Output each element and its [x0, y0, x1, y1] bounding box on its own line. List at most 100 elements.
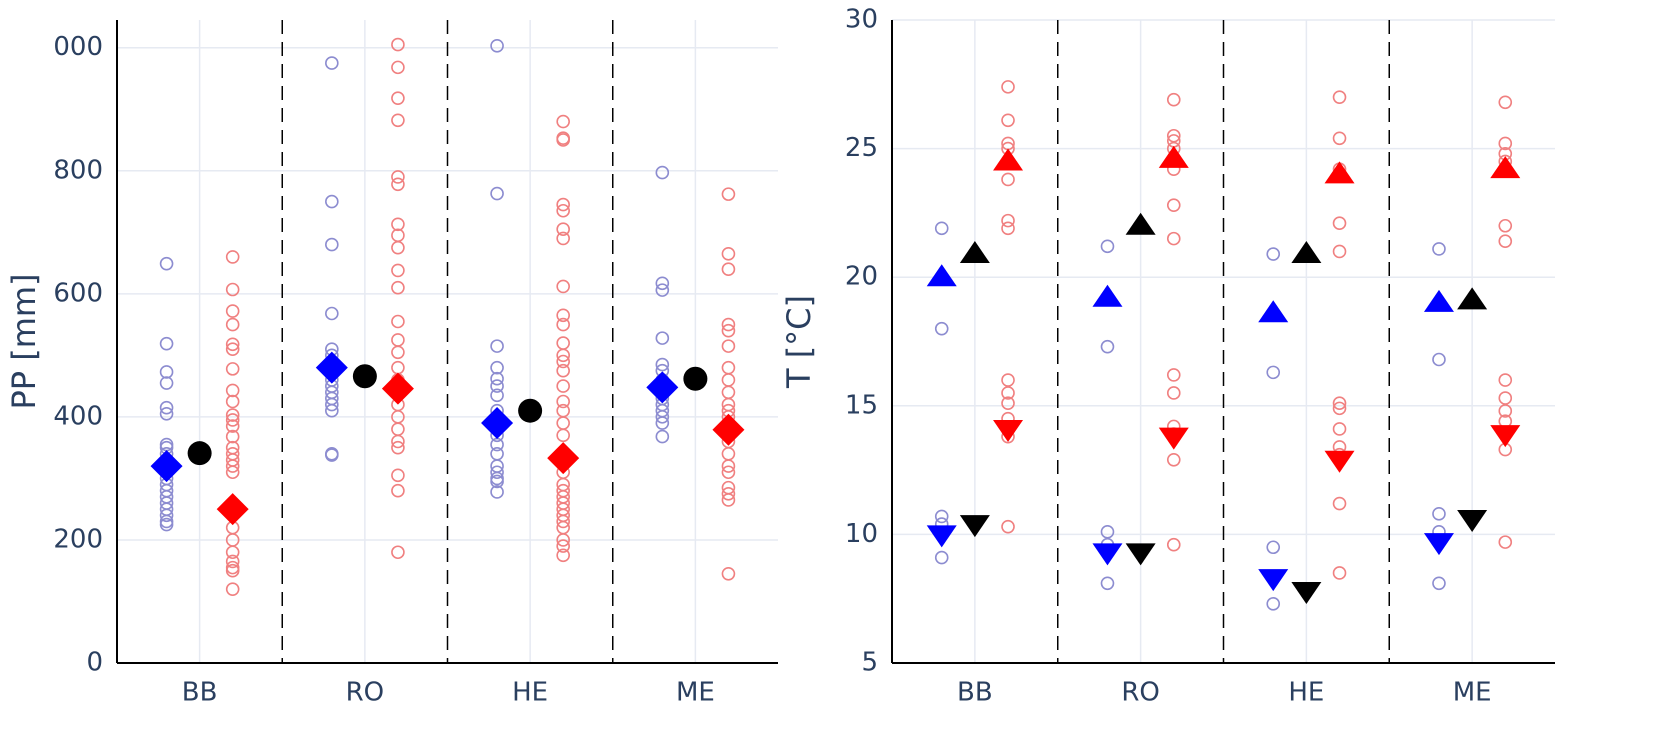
point	[391, 113, 405, 128]
point	[225, 250, 240, 264]
point	[159, 406, 174, 421]
point	[159, 508, 174, 523]
point	[556, 114, 570, 129]
y-tick-label: 15	[845, 390, 878, 420]
x-tick-label: HE	[512, 678, 548, 708]
point	[391, 60, 405, 75]
point	[325, 56, 339, 70]
point	[391, 422, 405, 436]
point	[391, 177, 405, 192]
point	[225, 337, 240, 352]
point	[1332, 401, 1347, 416]
point	[655, 357, 670, 372]
point	[934, 221, 949, 236]
point	[721, 187, 736, 201]
point	[959, 241, 990, 264]
point	[721, 373, 736, 387]
y-tick-label: 5	[861, 648, 878, 678]
point	[1001, 373, 1015, 387]
point	[159, 256, 174, 271]
point	[655, 416, 670, 430]
point	[556, 133, 570, 147]
point	[1332, 244, 1347, 259]
point	[159, 365, 174, 379]
point	[325, 237, 339, 252]
point	[1092, 543, 1123, 566]
point	[490, 465, 504, 480]
point	[225, 419, 240, 433]
point	[391, 91, 405, 105]
point	[391, 483, 405, 498]
y-tick-label: 000	[53, 32, 103, 62]
point	[556, 317, 570, 332]
point	[1423, 289, 1454, 312]
point	[1498, 404, 1513, 418]
point	[1001, 519, 1015, 534]
point	[490, 360, 504, 375]
point	[1266, 597, 1281, 611]
point	[926, 525, 957, 548]
point	[655, 165, 670, 180]
point	[556, 514, 570, 529]
x-tick-label: BB	[182, 678, 218, 708]
point	[391, 360, 405, 375]
point	[1166, 198, 1181, 212]
point	[1001, 172, 1015, 187]
point	[159, 336, 174, 351]
point	[159, 376, 174, 390]
point	[655, 276, 670, 291]
point	[1166, 231, 1181, 246]
point	[225, 554, 240, 569]
y-tick-label: 400	[53, 401, 103, 431]
point	[712, 413, 745, 446]
y-tick-label: 600	[53, 278, 103, 308]
point	[391, 345, 405, 360]
point	[490, 388, 504, 403]
point	[1100, 239, 1115, 254]
point	[547, 442, 580, 475]
y-tick-label: 0	[86, 648, 103, 678]
point	[225, 317, 240, 332]
y-tick-label: 25	[845, 133, 878, 163]
point	[1498, 95, 1513, 110]
point	[490, 339, 504, 353]
point	[391, 545, 405, 560]
point	[1291, 241, 1322, 264]
x-tick-label: ME	[676, 678, 715, 708]
point	[225, 362, 240, 376]
point	[1332, 131, 1347, 146]
point	[1498, 218, 1513, 233]
point	[225, 459, 240, 473]
point	[721, 247, 736, 261]
point	[518, 398, 543, 423]
point	[1266, 540, 1281, 555]
y-axis-title: PP [mm]	[5, 273, 43, 409]
point	[391, 440, 405, 455]
point	[646, 371, 679, 404]
point	[1100, 525, 1115, 539]
point	[1498, 535, 1513, 549]
point	[391, 280, 405, 295]
point	[1432, 242, 1446, 256]
y-tick-label: 30	[845, 5, 878, 35]
point	[490, 186, 504, 201]
point	[490, 379, 504, 393]
point	[1166, 537, 1181, 552]
point	[934, 550, 949, 565]
point	[556, 279, 570, 294]
point	[1324, 450, 1355, 473]
point	[325, 448, 339, 462]
y-tick-label: 20	[845, 262, 878, 292]
point	[655, 410, 670, 424]
point	[225, 383, 240, 398]
point	[1001, 213, 1015, 228]
point	[1258, 569, 1289, 592]
point	[187, 441, 212, 466]
point	[490, 474, 504, 489]
point	[556, 428, 570, 443]
point	[225, 282, 240, 297]
point	[721, 486, 736, 501]
point	[1001, 80, 1015, 94]
point	[325, 397, 339, 412]
